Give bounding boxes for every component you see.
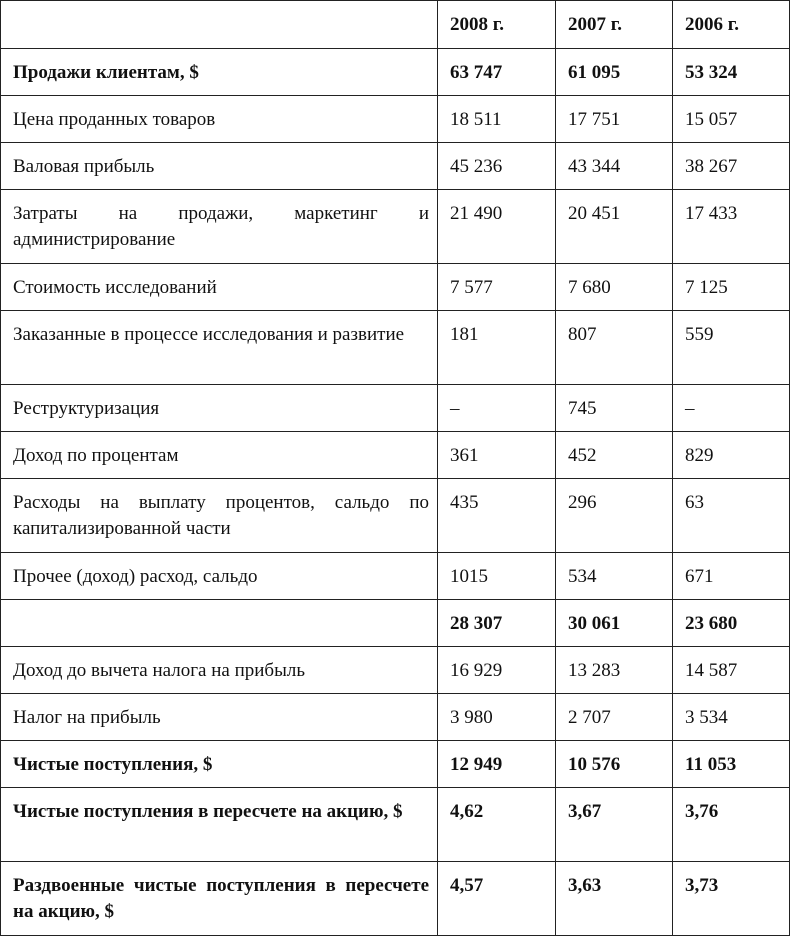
row-label: Чистые поступления, $ [0, 740, 438, 788]
row-label [0, 599, 438, 647]
row-label: Продажи клиентам, $ [0, 48, 438, 96]
row-value-2008: 28 307 [437, 599, 556, 647]
table-row: Цена проданных товаров 18 511 17 751 15 057 [0, 95, 790, 143]
row-value-2006: 17 433 [672, 189, 790, 264]
row-label: Доход по процентам [0, 431, 438, 479]
row-value-2008: 181 [437, 310, 556, 385]
row-value-2006: 23 680 [672, 599, 790, 647]
row-value-2008: 361 [437, 431, 556, 479]
table-row: Доход до вычета налога на прибыль 16 929 1… [0, 646, 790, 694]
row-value-2006: 14 587 [672, 646, 790, 694]
row-value-2007: 13 283 [555, 646, 673, 694]
row-value-2006: 3,76 [672, 787, 790, 862]
header-label [0, 0, 438, 49]
row-value-2008: 4,57 [437, 861, 556, 936]
row-label: Стоимость исследований [0, 263, 438, 311]
row-value-2007: 452 [555, 431, 673, 479]
row-value-2007: 296 [555, 478, 673, 553]
row-value-2006: 3 534 [672, 693, 790, 741]
table-row: Продажи клиентам, $63 747 61 095 53 324 [0, 48, 790, 96]
row-value-2007: 3,63 [555, 861, 673, 936]
row-label: Доход до вычета налога на прибыль [0, 646, 438, 694]
row-value-2007: 10 576 [555, 740, 673, 788]
row-value-2006: 63 [672, 478, 790, 553]
row-value-2008: 12 949 [437, 740, 556, 788]
row-label: Расходы на выплату процентов, сальдо по … [0, 478, 438, 553]
row-value-2006: 3,73 [672, 861, 790, 936]
row-value-2007: 807 [555, 310, 673, 385]
header-year-2008: 2008 г. [437, 0, 556, 49]
row-value-2007: 43 344 [555, 142, 673, 190]
row-label: Чистые поступления в пересчете на акцию,… [0, 787, 438, 862]
row-value-2006: 829 [672, 431, 790, 479]
row-value-2007: 17 751 [555, 95, 673, 143]
row-value-2006: 53 324 [672, 48, 790, 96]
table-row: Чистые поступления в пересчете на акцию,… [0, 787, 790, 862]
table-row: Налог на прибыль 3 980 2 707 3 534 [0, 693, 790, 741]
table-row: Доход по процентам 361 452 829 [0, 431, 790, 479]
header-year-2007: 2007 г. [555, 0, 673, 49]
row-value-2006: 559 [672, 310, 790, 385]
row-value-2007: 7 680 [555, 263, 673, 311]
row-value-2008: – [437, 384, 556, 432]
table-row: Расходы на выплату процентов, сальдо по … [0, 478, 790, 553]
row-value-2008: 16 929 [437, 646, 556, 694]
row-value-2006: 671 [672, 552, 790, 600]
row-value-2008: 435 [437, 478, 556, 553]
table-row: Валовая прибыль 45 236 43 344 38 267 [0, 142, 790, 190]
row-value-2006: – [672, 384, 790, 432]
table-row: 28 307 30 061 23 680 [0, 599, 790, 647]
row-label: Раздвоенные чистые поступления в пересче… [0, 861, 438, 936]
row-value-2006: 38 267 [672, 142, 790, 190]
row-value-2008: 4,62 [437, 787, 556, 862]
row-label: Затраты на продажи, маркетинг и админист… [0, 189, 438, 264]
row-value-2008: 45 236 [437, 142, 556, 190]
row-label: Налог на прибыль [0, 693, 438, 741]
table-row: Стоимость исследований 7 577 7 680 7 125 [0, 263, 790, 311]
row-label: Валовая прибыль [0, 142, 438, 190]
table-row: Прочее (доход) расход, сальдо 1015 534 671 [0, 552, 790, 600]
header-year-2006: 2006 г. [672, 0, 790, 49]
row-label: Цена проданных товаров [0, 95, 438, 143]
row-value-2008: 21 490 [437, 189, 556, 264]
row-value-2007: 2 707 [555, 693, 673, 741]
table-row: Раздвоенные чистые поступления в пересче… [0, 861, 790, 936]
row-value-2008: 63 747 [437, 48, 556, 96]
row-label: Реструктуризация [0, 384, 438, 432]
row-value-2007: 61 095 [555, 48, 673, 96]
row-value-2007: 745 [555, 384, 673, 432]
row-value-2007: 30 061 [555, 599, 673, 647]
row-value-2006: 7 125 [672, 263, 790, 311]
row-value-2008: 18 511 [437, 95, 556, 143]
table-row: Реструктуризация –745– [0, 384, 790, 432]
row-value-2006: 15 057 [672, 95, 790, 143]
row-value-2008: 1015 [437, 552, 556, 600]
table-row: Заказанные в процессе исследования и раз… [0, 310, 790, 385]
table-row: Затраты на продажи, маркетинг и админист… [0, 189, 790, 264]
header-row: 2008 г. 2007 г. 2006 г. [0, 0, 790, 49]
row-value-2007: 3,67 [555, 787, 673, 862]
row-value-2007: 20 451 [555, 189, 673, 264]
row-value-2006: 11 053 [672, 740, 790, 788]
row-label: Заказанные в процессе исследования и раз… [0, 310, 438, 385]
row-value-2008: 3 980 [437, 693, 556, 741]
row-value-2008: 7 577 [437, 263, 556, 311]
row-label: Прочее (доход) расход, сальдо [0, 552, 438, 600]
table-row: Чистые поступления, $12 949 10 576 11 053 [0, 740, 790, 788]
row-value-2007: 534 [555, 552, 673, 600]
